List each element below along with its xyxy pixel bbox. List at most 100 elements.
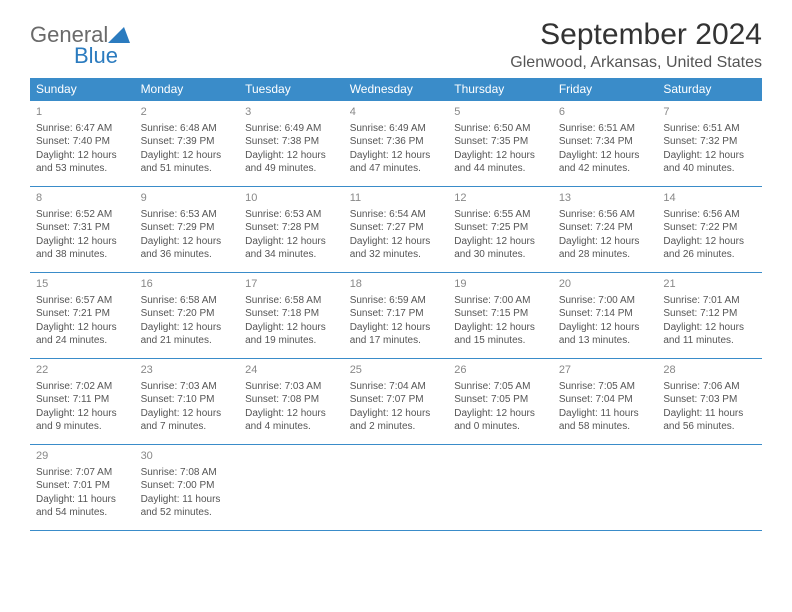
day-number: 4 (350, 105, 443, 120)
sunrise-text: Sunrise: 7:02 AM (36, 380, 129, 394)
daylight-text: Daylight: 12 hours and 4 minutes. (245, 407, 338, 434)
day-number: 23 (141, 363, 234, 378)
sunrise-text: Sunrise: 6:54 AM (350, 208, 443, 222)
calendar-cell: 12 Sunrise: 6:55 AMSunset: 7:25 PMDayligh… (448, 187, 553, 273)
sunrise-text: Sunrise: 6:48 AM (141, 122, 234, 136)
daylight-text: Daylight: 12 hours and 30 minutes. (454, 235, 547, 262)
calendar-cell: 30Sunrise: 7:08 AMSunset: 7:00 PMDayligh… (135, 445, 240, 531)
sunset-text: Sunset: 7:14 PM (559, 307, 652, 321)
daylight-text: Daylight: 12 hours and 49 minutes. (245, 149, 338, 176)
sunrise-text: Sunrise: 6:59 AM (350, 294, 443, 308)
calendar-cell: 16Sunrise: 6:58 AMSunset: 7:20 PMDayligh… (135, 273, 240, 359)
sunset-text: Sunset: 7:32 PM (663, 135, 756, 149)
calendar-row: 22Sunrise: 7:02 AMSunset: 7:11 PMDayligh… (30, 359, 762, 445)
day-number: 12 (454, 191, 547, 206)
day-number: 19 (454, 277, 547, 292)
logo-text: General Blue (30, 24, 130, 67)
sunset-text: Sunset: 7:03 PM (663, 393, 756, 407)
sunset-text: Sunset: 7:08 PM (245, 393, 338, 407)
day-number: 9 (141, 191, 234, 206)
sunset-text: Sunset: 7:25 PM (454, 221, 547, 235)
sunset-text: Sunset: 7:28 PM (245, 221, 338, 235)
daylight-text: Daylight: 12 hours and 40 minutes. (663, 149, 756, 176)
sunset-text: Sunset: 7:12 PM (663, 307, 756, 321)
calendar-cell: 21Sunrise: 7:01 AMSunset: 7:12 PMDayligh… (657, 273, 762, 359)
sunrise-text: Sunrise: 6:49 AM (350, 122, 443, 136)
daylight-text: Daylight: 12 hours and 11 minutes. (663, 321, 756, 348)
calendar-row: 8Sunrise: 6:52 AMSunset: 7:31 PMDaylight… (30, 187, 762, 273)
day-number: 5 (454, 105, 547, 120)
sunrise-text: Sunrise: 6:58 AM (245, 294, 338, 308)
calendar-cell: 11Sunrise: 6:54 AMSunset: 7:27 PMDayligh… (344, 187, 449, 273)
sunrise-text: Sunrise: 7:00 AM (454, 294, 547, 308)
calendar-cell: 3Sunrise: 6:49 AMSunset: 7:38 PMDaylight… (239, 101, 344, 187)
sunset-text: Sunset: 7:34 PM (559, 135, 652, 149)
sunrise-text: Sunrise: 7:05 AM (559, 380, 652, 394)
calendar-cell: 24Sunrise: 7:03 AMSunset: 7:08 PMDayligh… (239, 359, 344, 445)
sunset-text: Sunset: 7:15 PM (454, 307, 547, 321)
sunset-text: Sunset: 7:07 PM (350, 393, 443, 407)
calendar-cell: 15Sunrise: 6:57 AMSunset: 7:21 PMDayligh… (30, 273, 135, 359)
sunset-text: Sunset: 7:24 PM (559, 221, 652, 235)
logo-text-blue: Blue (74, 45, 130, 67)
weekday-header: Saturday (657, 78, 762, 101)
sunset-text: Sunset: 7:01 PM (36, 479, 129, 493)
day-number: 15 (36, 277, 129, 292)
calendar-cell: 29Sunrise: 7:07 AMSunset: 7:01 PMDayligh… (30, 445, 135, 531)
sunrise-text: Sunrise: 6:58 AM (141, 294, 234, 308)
weekday-header: Wednesday (344, 78, 449, 101)
calendar-cell: 26Sunrise: 7:05 AMSunset: 7:05 PMDayligh… (448, 359, 553, 445)
sunrise-text: Sunrise: 6:55 AM (454, 208, 547, 222)
calendar-cell (657, 445, 762, 531)
day-number: 6 (559, 105, 652, 120)
day-number: 28 (663, 363, 756, 378)
sunrise-text: Sunrise: 6:57 AM (36, 294, 129, 308)
day-number: 10 (245, 191, 338, 206)
day-number: 3 (245, 105, 338, 120)
sunrise-text: Sunrise: 6:50 AM (454, 122, 547, 136)
sunrise-text: Sunrise: 6:49 AM (245, 122, 338, 136)
daylight-text: Daylight: 12 hours and 17 minutes. (350, 321, 443, 348)
sunrise-text: Sunrise: 7:06 AM (663, 380, 756, 394)
sunset-text: Sunset: 7:31 PM (36, 221, 129, 235)
calendar-cell: 8Sunrise: 6:52 AMSunset: 7:31 PMDaylight… (30, 187, 135, 273)
daylight-text: Daylight: 12 hours and 34 minutes. (245, 235, 338, 262)
sunset-text: Sunset: 7:05 PM (454, 393, 547, 407)
sunset-text: Sunset: 7:00 PM (141, 479, 234, 493)
day-number: 18 (350, 277, 443, 292)
day-number: 2 (141, 105, 234, 120)
sunset-text: Sunset: 7:18 PM (245, 307, 338, 321)
sunrise-text: Sunrise: 6:53 AM (245, 208, 338, 222)
title-block: September 2024 Glenwood, Arkansas, Unite… (510, 18, 762, 72)
daylight-text: Daylight: 12 hours and 26 minutes. (663, 235, 756, 262)
sunrise-text: Sunrise: 7:00 AM (559, 294, 652, 308)
sunset-text: Sunset: 7:21 PM (36, 307, 129, 321)
sunset-text: Sunset: 7:11 PM (36, 393, 129, 407)
daylight-text: Daylight: 12 hours and 19 minutes. (245, 321, 338, 348)
daylight-text: Daylight: 11 hours and 54 minutes. (36, 493, 129, 520)
daylight-text: Daylight: 12 hours and 47 minutes. (350, 149, 443, 176)
calendar-row: 15 Sunrise: 6:57 AMSunset: 7:21 PM Dayligh… (30, 273, 762, 359)
calendar-cell: 2Sunrise: 6:48 AMSunset: 7:39 PMDaylight… (135, 101, 240, 187)
calendar-cell: 19 Sunrise: 7:00 AMSunset: 7:15 PMDayligh… (448, 273, 553, 359)
sunrise-text: Sunrise: 6:51 AM (663, 122, 756, 136)
daylight-text: Daylight: 12 hours and 7 minutes. (141, 407, 234, 434)
daylight-text: Daylight: 12 hours and 0 minutes. (454, 407, 547, 434)
daylight-text: Daylight: 11 hours and 58 minutes. (559, 407, 652, 434)
calendar-cell: 10 Sunrise: 6:53 AMSunset: 7:28 PMDayligh… (239, 187, 344, 273)
page-header: General Blue September 2024 Glenwood, Ar… (30, 18, 762, 72)
sunrise-text: Sunrise: 6:51 AM (559, 122, 652, 136)
day-number: 1 (36, 105, 129, 120)
weekday-header-row: Sunday Monday Tuesday Wednesday Thursday… (30, 78, 762, 101)
sunrise-text: Sunrise: 6:56 AM (663, 208, 756, 222)
day-number: 26 (454, 363, 547, 378)
calendar-body: 1Sunrise: 6:47 AMSunset: 7:40 PMDaylight… (30, 101, 762, 531)
day-number: 21 (663, 277, 756, 292)
sunrise-text: Sunrise: 6:52 AM (36, 208, 129, 222)
calendar-cell: 18Sunrise: 6:59 AMSunset: 7:17 PMDayligh… (344, 273, 449, 359)
sunset-text: Sunset: 7:27 PM (350, 221, 443, 235)
day-number: 14 (663, 191, 756, 206)
daylight-text: Daylight: 12 hours and 15 minutes. (454, 321, 547, 348)
sunset-text: Sunset: 7:20 PM (141, 307, 234, 321)
daylight-text: Daylight: 12 hours and 44 minutes. (454, 149, 547, 176)
